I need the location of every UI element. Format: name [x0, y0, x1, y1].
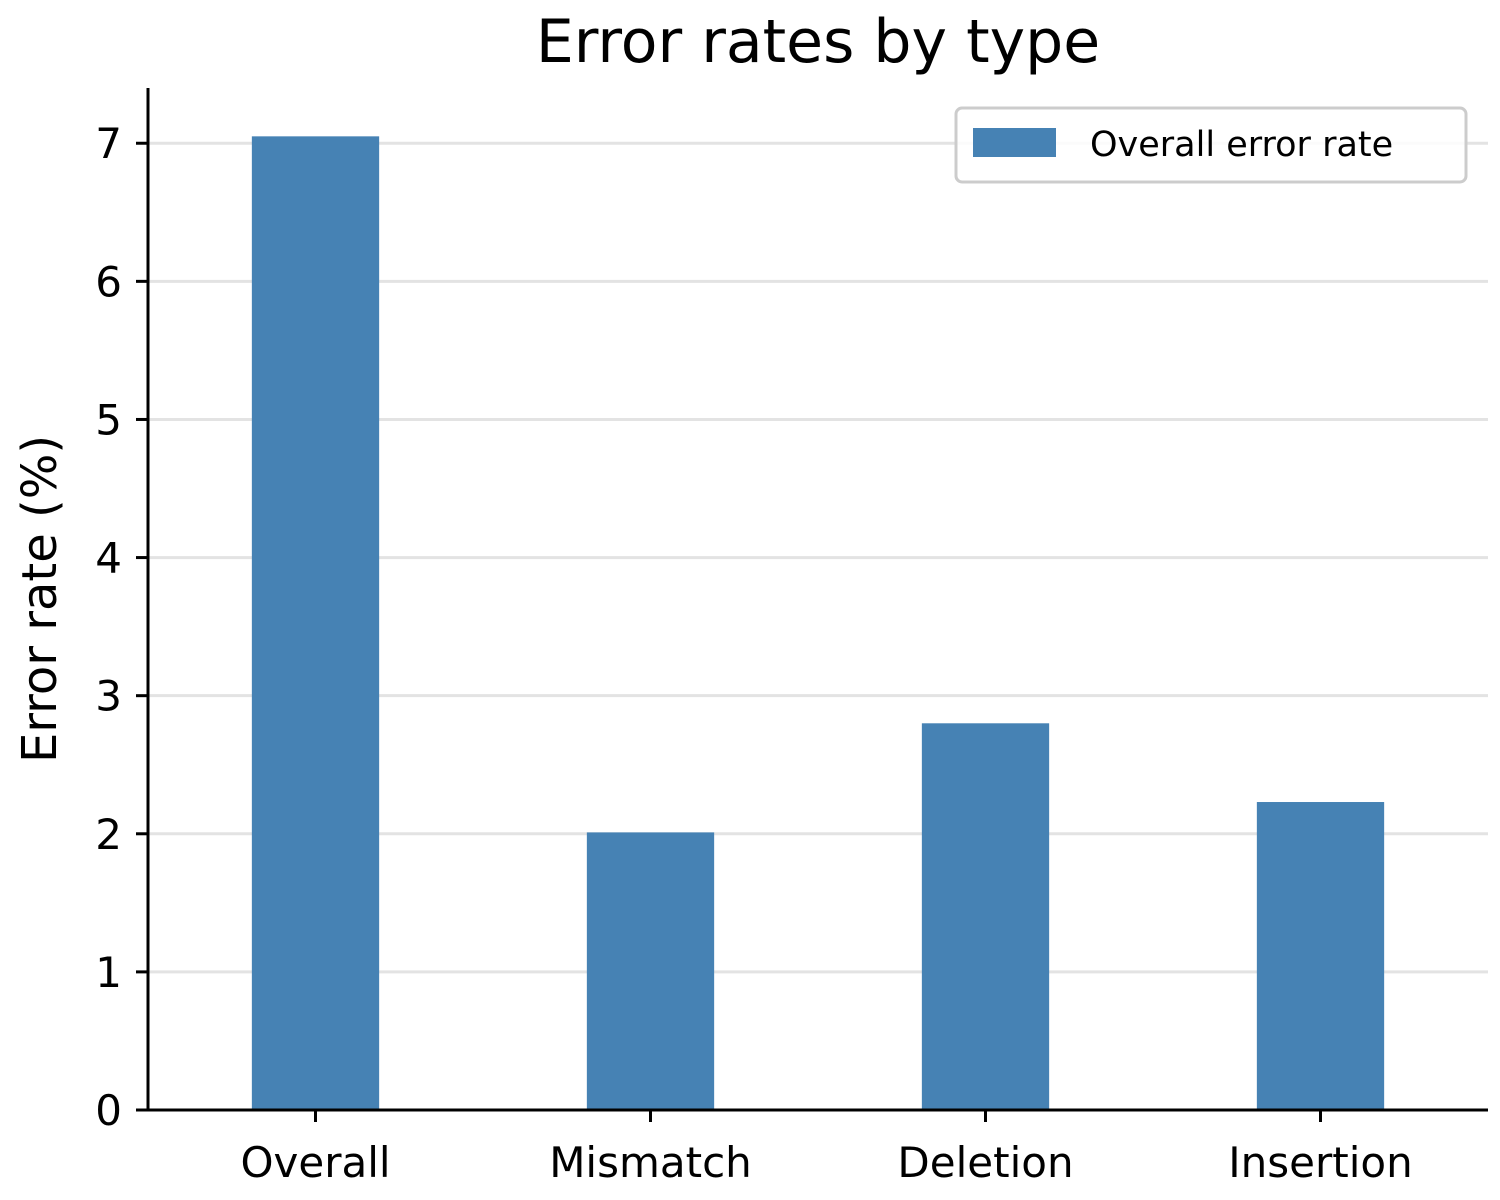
y-tick-label: 7	[95, 119, 122, 168]
y-tick-label: 6	[95, 257, 122, 306]
bar-deletion	[921, 723, 1050, 1110]
y-tick-label: 5	[95, 395, 122, 444]
y-tick-label: 1	[95, 948, 122, 997]
bar-mismatch	[586, 832, 715, 1110]
axes	[146, 88, 1488, 1112]
y-tick-label: 2	[95, 810, 122, 859]
bar-overall	[251, 136, 380, 1111]
x-ticks: Overall Mismatch Deletion Insertion	[240, 1110, 1413, 1187]
bars	[251, 136, 1385, 1111]
y-ticks: 0 1 2 3 4 5 6 7	[95, 119, 148, 1135]
bar-insertion	[1256, 802, 1385, 1110]
y-tick-label: 3	[95, 672, 122, 721]
legend: Overall error rate	[954, 106, 1468, 184]
x-tick-label: Insertion	[1228, 1138, 1412, 1187]
chart-title: Error rates by type	[536, 7, 1100, 77]
y-axis-label: Error rate (%)	[12, 435, 68, 763]
y-tick-label: 0	[95, 1086, 122, 1135]
legend-swatch	[973, 128, 1056, 157]
x-tick-label: Mismatch	[549, 1138, 752, 1187]
y-tick-label: 4	[95, 534, 122, 583]
x-tick-label: Overall	[240, 1138, 390, 1187]
legend-box	[954, 106, 1468, 184]
legend-label: Overall error rate	[1090, 125, 1393, 165]
x-tick-label: Deletion	[897, 1138, 1073, 1187]
